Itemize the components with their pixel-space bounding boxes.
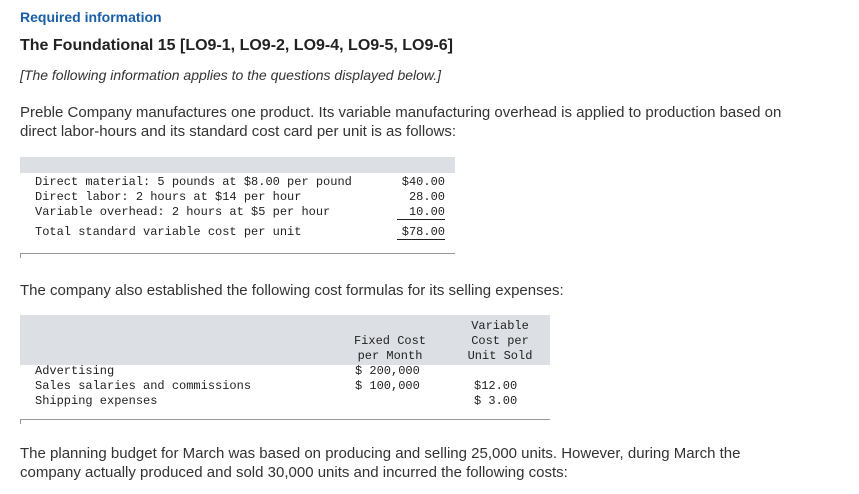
cost-row-variable-overhead: Variable overhead: 2 hours at $5 per hou…: [35, 205, 331, 219]
col-header-variable-1: Variable: [471, 319, 529, 333]
cost-row-total: Total standard variable cost per unit: [35, 225, 302, 239]
variable-shipping: $ 3.00: [474, 394, 518, 408]
cost-value-direct-labor: 28.00: [408, 190, 445, 204]
table-header-bar: [20, 315, 550, 365]
col-header-variable-2: Cost per: [471, 334, 529, 348]
cost-row-direct-material: Direct material: 5 pounds at $8.00 per p…: [35, 175, 352, 189]
col-header-fixed-2: per Month: [357, 349, 423, 363]
planning-paragraph: The planning budget for March was based …: [20, 444, 840, 482]
selling-expenses-table: Fixed Cost per Month Variable Cost per U…: [20, 315, 550, 424]
fixed-sales-salaries: $ 100,000: [355, 379, 420, 393]
planning-line-1: The planning budget for March was based …: [20, 445, 741, 462]
planning-line-2: company actually produced and sold 30,00…: [20, 464, 568, 481]
fixed-advertising: $ 200,000: [355, 364, 420, 378]
standard-cost-card-table: Direct material: 5 pounds at $8.00 per p…: [20, 157, 455, 258]
cost-value-total: $78.00: [401, 225, 445, 239]
col-header-variable-3: Unit Sold: [467, 349, 533, 363]
intro-paragraph: Preble Company manufactures one product.…: [20, 103, 840, 141]
intro-line-2: direct labor-hours and its standard cost…: [20, 123, 457, 140]
table-corner-tick: [20, 419, 21, 424]
problem-title: The Foundational 15 [LO9-1, LO9-2, LO9-4…: [20, 37, 453, 54]
required-information-heading: Required information: [20, 9, 162, 25]
table-bottom-border: [20, 253, 455, 254]
selling-intro: The company also established the followi…: [20, 282, 564, 299]
subtotal-underline: [397, 219, 445, 220]
table-header-bar: [20, 157, 455, 173]
applies-note: [The following information applies to th…: [20, 67, 442, 83]
table-corner-tick: [20, 253, 21, 258]
total-underline: [397, 239, 445, 240]
selling-row-sales-salaries: Sales salaries and commissions: [35, 379, 252, 393]
variable-sales-salaries: $12.00: [474, 379, 518, 393]
selling-row-advertising: Advertising: [35, 364, 115, 378]
cost-row-direct-labor: Direct labor: 2 hours at $14 per hour: [35, 190, 302, 204]
cost-value-direct-material: $40.00: [401, 175, 445, 189]
cost-value-variable-overhead: 10.00: [408, 205, 445, 219]
intro-line-1: Preble Company manufactures one product.…: [20, 104, 782, 121]
table-bottom-border: [20, 419, 550, 420]
col-header-fixed-1: Fixed Cost: [353, 334, 426, 348]
selling-row-shipping: Shipping expenses: [35, 394, 158, 408]
